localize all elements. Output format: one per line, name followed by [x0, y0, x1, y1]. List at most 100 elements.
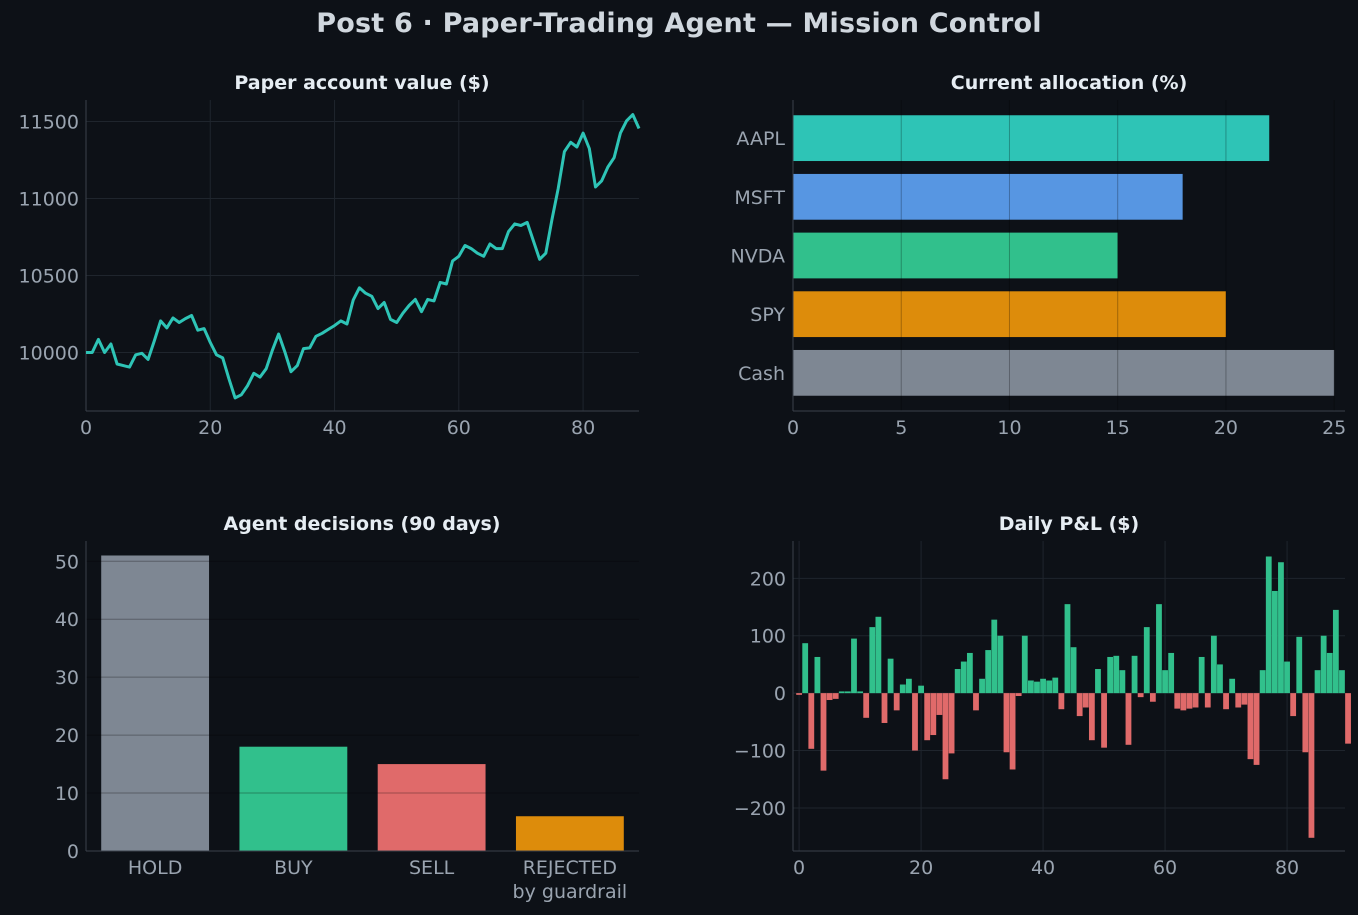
- pnl-bar-positive: [1107, 656, 1114, 694]
- y-tick-label: 0: [774, 683, 786, 705]
- x-tick-label: 20: [198, 417, 222, 439]
- pnl-bar-positive: [838, 691, 845, 694]
- x-tick-label: 60: [1153, 857, 1177, 879]
- pnl-bar-positive: [1168, 652, 1175, 694]
- y-tick-label: 0: [67, 841, 79, 863]
- pnl-bar-negative: [1003, 693, 1010, 753]
- pnl-bar-positive: [1021, 635, 1028, 694]
- x-tick-label: 80: [571, 417, 595, 439]
- pnl-bar-negative: [1235, 693, 1242, 708]
- decision-bar: [515, 816, 624, 851]
- pnl-bar-negative: [1058, 693, 1065, 710]
- x-tick-label: 20: [909, 857, 933, 879]
- pnl-bar-positive: [1034, 681, 1040, 694]
- y-tick-label: 11000: [19, 189, 79, 211]
- pnl-bar-positive: [887, 658, 894, 694]
- decision-bar: [101, 555, 210, 851]
- pnl-bar-positive: [1320, 635, 1327, 694]
- allocation-bar: [793, 173, 1183, 220]
- account-value-line: [86, 113, 641, 400]
- y-tick-label: 11500: [19, 112, 79, 134]
- x-tick-label: 60: [447, 417, 471, 439]
- decision-bar: [239, 746, 348, 851]
- pnl-bar-negative: [936, 693, 943, 715]
- pnl-bar-negative: [973, 693, 979, 711]
- y-tick-label: 20: [55, 725, 79, 747]
- pnl-bar-negative: [1101, 693, 1107, 748]
- decisions-title: Agent decisions (90 days): [224, 513, 501, 535]
- pnl-bar-negative: [1180, 693, 1187, 711]
- pnl-bar-positive: [899, 684, 906, 694]
- category-label: NVDA: [730, 246, 785, 268]
- pnl-bar-positive: [1143, 627, 1150, 694]
- daily-pnl-chart: Daily P&L ($) 0 20 40 60 80 −200 −100 0 100 200: [734, 513, 1351, 879]
- pnl-bar-negative: [1345, 693, 1351, 744]
- pnl-bar-positive: [1162, 670, 1168, 694]
- pnl-bar-positive: [1210, 635, 1217, 694]
- allocation-bar: [793, 232, 1118, 279]
- pnl-bar-positive: [991, 619, 998, 694]
- pnl-bar-negative: [930, 693, 937, 736]
- pnl-bar-positive: [814, 656, 821, 694]
- category-label: HOLD: [128, 857, 182, 879]
- category-label: by guardrail: [513, 881, 628, 903]
- pnl-bar-negative: [796, 693, 802, 695]
- pnl-bar-positive: [1326, 652, 1333, 694]
- allocation-bar: [793, 349, 1335, 396]
- pnl-bar-negative: [1223, 693, 1229, 710]
- pnl-bar-negative: [820, 693, 827, 771]
- pnl-bar-negative: [1125, 693, 1132, 745]
- allocation-bar: [793, 291, 1226, 338]
- x-tick-label: 25: [1322, 417, 1346, 439]
- y-tick-label: −100: [734, 741, 786, 763]
- pnl-bar-positive: [1040, 678, 1046, 694]
- pnl-bar-positive: [1278, 562, 1284, 694]
- y-tick-label: 100: [750, 626, 786, 648]
- category-label: REJECTED: [523, 857, 617, 879]
- pnl-bar-positive: [1119, 670, 1126, 694]
- pnl-bar-positive: [954, 669, 961, 694]
- y-tick-label: 40: [55, 609, 79, 631]
- pnl-bar-negative: [1174, 693, 1181, 709]
- pnl-bar-positive: [1217, 664, 1223, 694]
- category-label: SPY: [750, 304, 785, 326]
- x-tick-label: 10: [997, 417, 1021, 439]
- y-tick-label: 200: [750, 568, 786, 590]
- pnl-bar-positive: [1284, 661, 1290, 694]
- category-label: BUY: [274, 857, 313, 879]
- pnl-bar-positive: [1296, 636, 1303, 694]
- pnl-bar-positive: [1070, 647, 1077, 694]
- x-tick-label: 0: [793, 857, 805, 879]
- pnl-bar-positive: [1229, 678, 1236, 694]
- x-tick-label: 40: [1031, 857, 1055, 879]
- pnl-bar-positive: [1113, 655, 1120, 694]
- pnl-bar-negative: [1290, 693, 1297, 717]
- pnl-bar-negative: [893, 693, 900, 711]
- pnl-bar-positive: [997, 635, 1004, 694]
- pnl-bar-negative: [1076, 693, 1083, 717]
- pnl-bar-negative: [1204, 693, 1211, 708]
- pnl-bar-negative: [808, 693, 815, 749]
- y-tick-label: 30: [55, 667, 79, 689]
- allocation-chart: Current allocation (%) AAPL MSFT NVDA SPY Ca…: [730, 72, 1346, 439]
- allocation-title: Current allocation (%): [951, 72, 1188, 94]
- pnl-bar-negative: [1247, 693, 1254, 760]
- pnl-bar-negative: [881, 693, 888, 723]
- pnl-bar-positive: [985, 650, 992, 694]
- dashboard-title: Post 6 · Paper-Trading Agent — Mission C…: [316, 8, 1042, 39]
- pnl-bar-positive: [960, 661, 967, 694]
- x-tick-label: 80: [1275, 857, 1299, 879]
- pnl-bar-positive: [1131, 655, 1138, 694]
- x-tick-label: 0: [80, 417, 92, 439]
- pnl-bar-positive: [869, 627, 876, 694]
- pnl-bar-negative: [1149, 693, 1156, 702]
- x-tick-label: 15: [1106, 417, 1130, 439]
- y-tick-label: 50: [55, 551, 79, 573]
- pnl-bar-positive: [1339, 670, 1345, 694]
- x-tick-label: 0: [787, 417, 799, 439]
- pnl-bar-negative: [1082, 693, 1089, 708]
- y-tick-label: 10: [55, 783, 79, 805]
- allocation-bar: [793, 115, 1270, 162]
- pnl-bar-positive: [1265, 556, 1272, 694]
- pnl-bar-positive: [1027, 680, 1034, 694]
